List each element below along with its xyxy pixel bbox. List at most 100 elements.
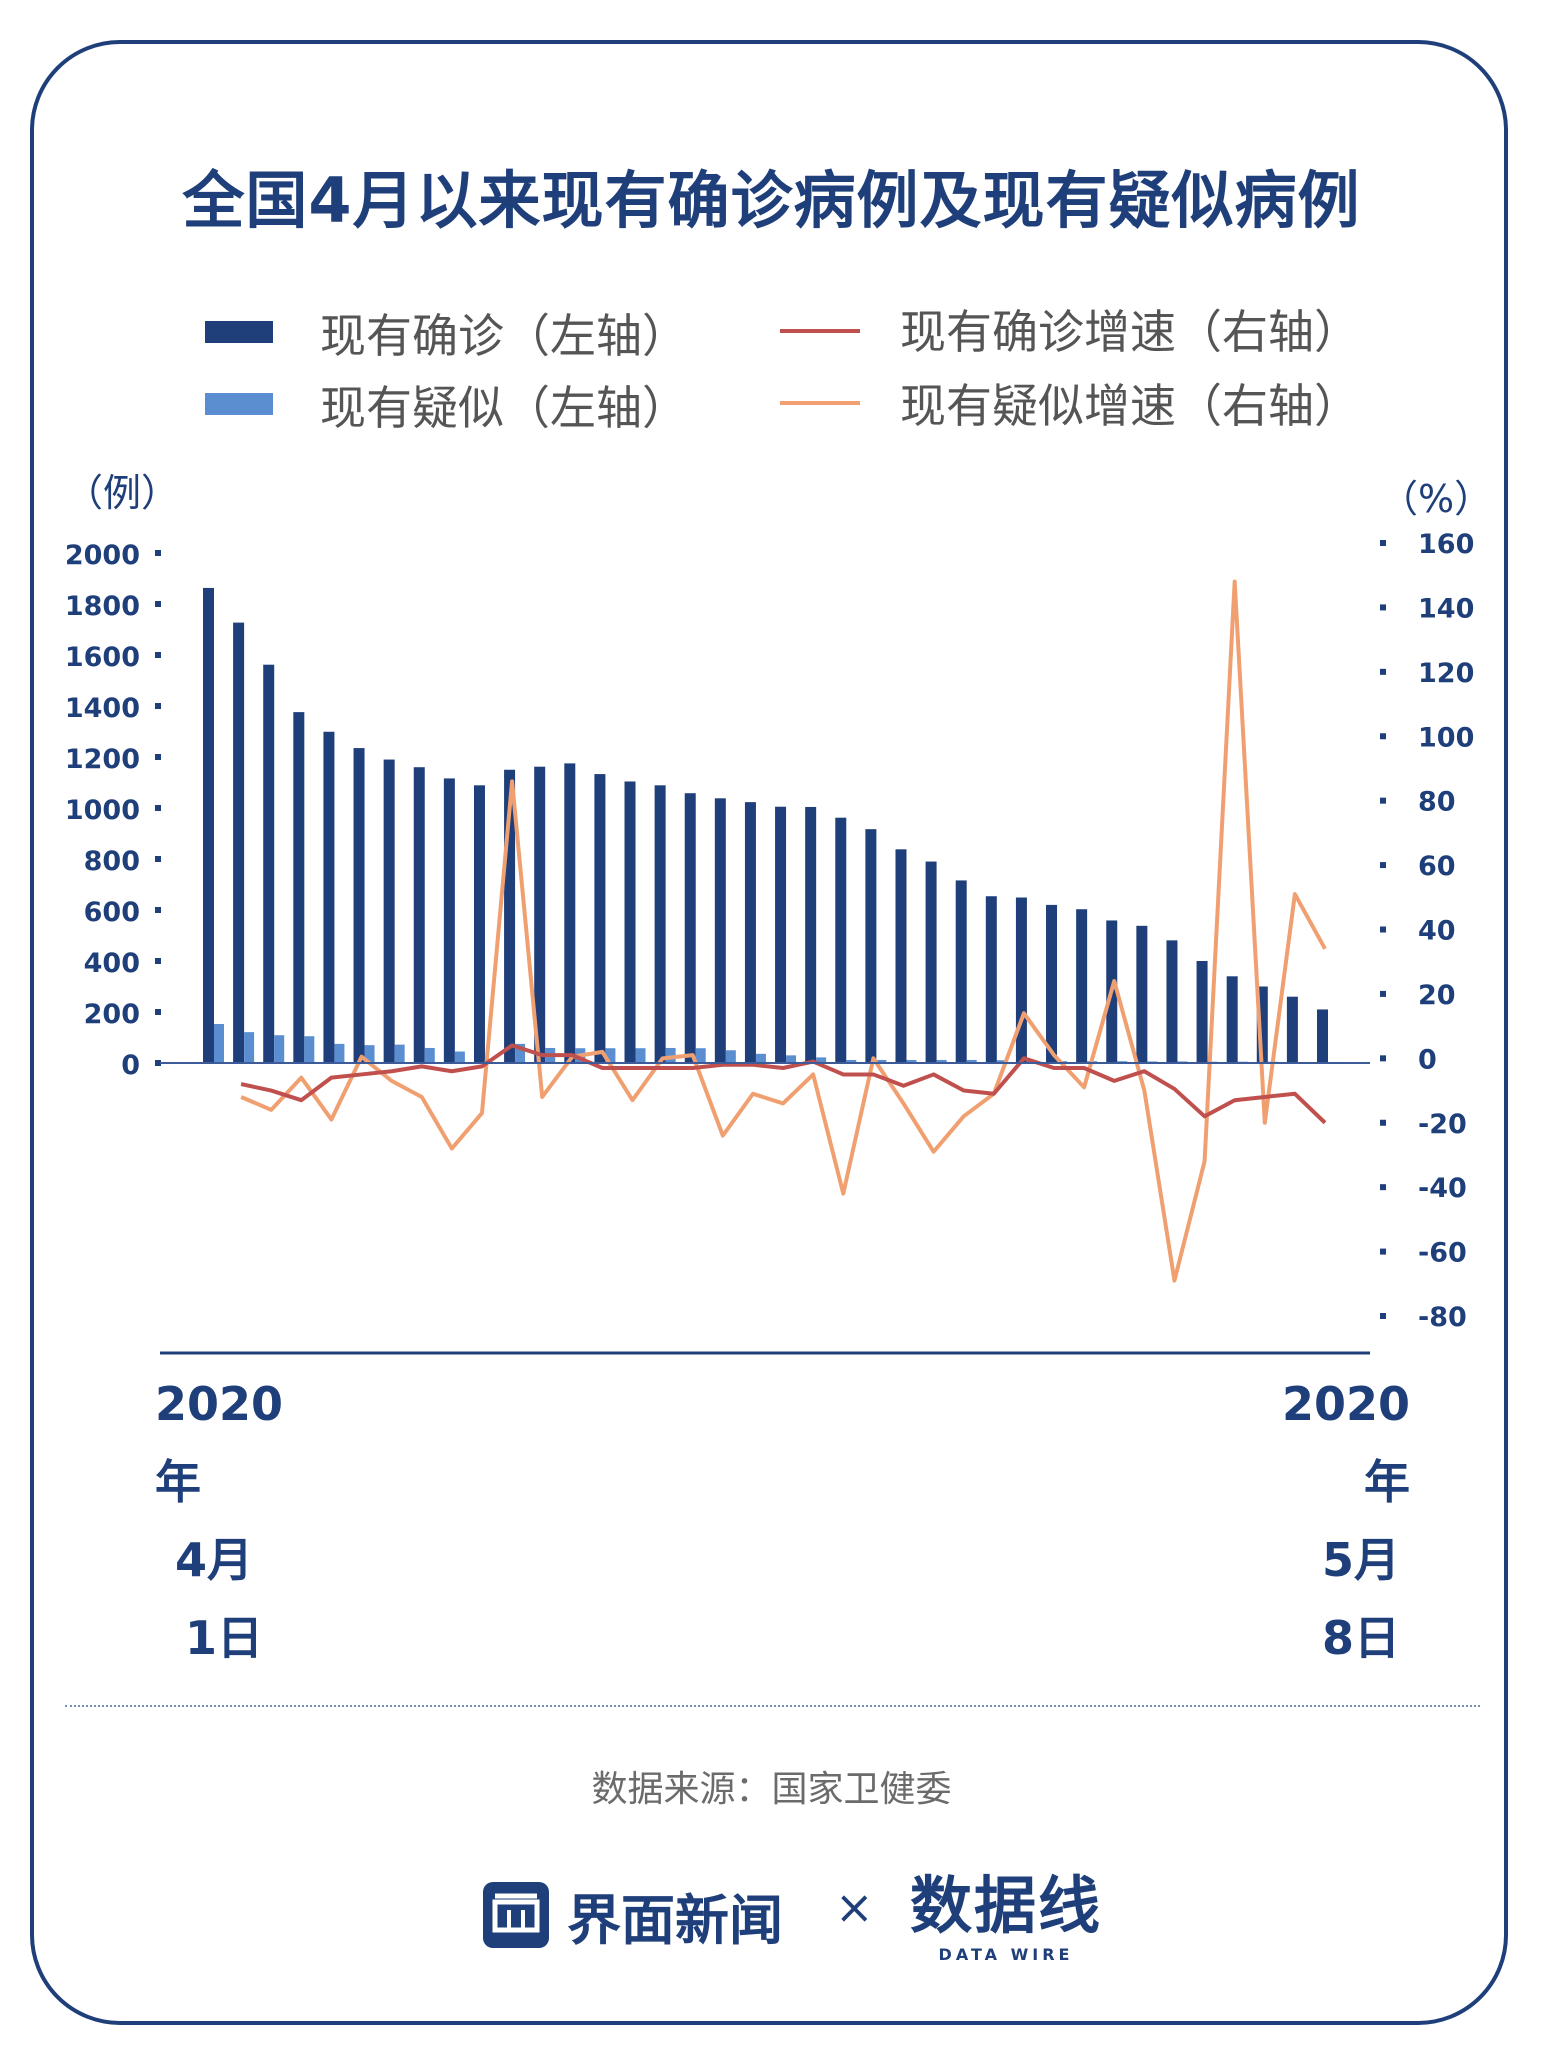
bar-series bbox=[203, 587, 1338, 1063]
end-day: 8日 bbox=[1321, 1611, 1400, 1665]
end-date-label: 2020年 5月 8日 bbox=[1265, 1365, 1410, 1677]
right-tick-label: 60 bbox=[1418, 851, 1456, 882]
left-tick-mark bbox=[155, 1009, 161, 1015]
bar-confirmed bbox=[985, 896, 997, 1063]
bar-confirmed bbox=[203, 587, 214, 1063]
line-series bbox=[240, 579, 1327, 1283]
right-tick-mark bbox=[1380, 797, 1386, 804]
bar-confirmed bbox=[684, 793, 696, 1063]
left-tick-label: 1600 bbox=[65, 642, 140, 673]
bar-confirmed bbox=[534, 766, 546, 1063]
bar-confirmed bbox=[1196, 961, 1208, 1063]
bar-confirmed bbox=[564, 763, 576, 1063]
datawire-logo-text: 数据线 bbox=[910, 1869, 1103, 1942]
right-tick-mark bbox=[1380, 733, 1386, 740]
right-tick-mark bbox=[1380, 540, 1386, 546]
left-tick-label: 1400 bbox=[65, 693, 140, 724]
left-tick-label: 2000 bbox=[65, 540, 140, 571]
bar-suspected bbox=[906, 1059, 917, 1063]
left-tick-label: 800 bbox=[84, 846, 140, 877]
footer-divider bbox=[65, 1705, 1480, 1707]
datawire-logo: 数据线 DATA WIRE bbox=[910, 1855, 1102, 1964]
bar-suspected bbox=[244, 1032, 255, 1063]
end-month: 5月 bbox=[1321, 1533, 1400, 1587]
left-tick-mark bbox=[155, 703, 161, 709]
right-tick-label: -60 bbox=[1418, 1238, 1467, 1269]
bar-confirmed bbox=[233, 622, 245, 1063]
bar-confirmed bbox=[1317, 1009, 1328, 1063]
start-date-label: 2020年 4月 1日 bbox=[155, 1365, 295, 1677]
brand-times: × bbox=[835, 1880, 874, 1934]
bar-confirmed bbox=[1015, 897, 1027, 1063]
bar-confirmed bbox=[413, 767, 425, 1063]
left-axis-unit: （例） bbox=[65, 471, 180, 515]
bar-confirmed bbox=[293, 712, 305, 1063]
left-tick-label: 200 bbox=[84, 999, 140, 1030]
bar-confirmed bbox=[504, 769, 516, 1063]
right-tick-mark bbox=[1380, 1055, 1386, 1062]
bar-suspected bbox=[996, 1060, 1007, 1063]
left-tick-label: 1800 bbox=[65, 591, 140, 622]
start-year: 2020年 bbox=[155, 1377, 284, 1509]
right-tick-mark bbox=[1380, 926, 1386, 933]
legend-label-suspected-rate: 现有疑似增速（右轴） bbox=[900, 379, 1360, 433]
left-tick-mark bbox=[155, 856, 161, 862]
bar-suspected bbox=[605, 1048, 616, 1063]
bar-confirmed bbox=[865, 829, 877, 1063]
left-tick-label: 1200 bbox=[65, 744, 140, 775]
left-tick-label: 0 bbox=[121, 1050, 140, 1081]
right-tick-label: 0 bbox=[1418, 1044, 1437, 1075]
bar-suspected bbox=[334, 1043, 345, 1063]
bar-confirmed bbox=[805, 806, 817, 1063]
bar-confirmed bbox=[955, 880, 967, 1063]
legend-swatch-suspected-rate bbox=[780, 401, 860, 405]
right-tick-mark bbox=[1380, 668, 1386, 675]
legend-label-suspected: 现有疑似（左轴） bbox=[320, 381, 688, 435]
end-year: 2020年 bbox=[1281, 1377, 1410, 1509]
bar-confirmed bbox=[473, 785, 485, 1063]
chart-title: 全国4月以来现有确诊病例及现有疑似病例 bbox=[182, 164, 1361, 237]
right-tick-mark bbox=[1380, 604, 1386, 611]
bar-confirmed bbox=[1046, 904, 1058, 1063]
left-tick-mark bbox=[155, 805, 161, 811]
right-axis-unit: （%） bbox=[1380, 477, 1493, 521]
datawire-logo-subtext: DATA WIRE bbox=[938, 1945, 1074, 1964]
bar-confirmed bbox=[443, 778, 455, 1063]
jiemian-brand-name: 界面新闻 bbox=[567, 1888, 783, 1952]
right-tick-label: 100 bbox=[1418, 722, 1474, 753]
bar-confirmed bbox=[835, 817, 847, 1063]
bar-suspected bbox=[454, 1051, 465, 1063]
bar-suspected bbox=[304, 1036, 315, 1063]
line-confirmed-rate bbox=[240, 1043, 1327, 1125]
bar-suspected bbox=[966, 1059, 977, 1063]
bar-suspected bbox=[936, 1059, 947, 1063]
data-source: 数据来源：国家卫健委 bbox=[591, 1769, 952, 1810]
start-day: 1日 bbox=[185, 1611, 264, 1665]
bar-suspected bbox=[515, 1043, 526, 1063]
bar-suspected bbox=[214, 1023, 224, 1063]
bar-suspected bbox=[876, 1059, 887, 1063]
line-suspected-rate bbox=[240, 579, 1327, 1283]
right-tick-label: -20 bbox=[1418, 1109, 1467, 1140]
card-frame bbox=[30, 40, 1508, 2025]
left-tick-label: 1000 bbox=[65, 795, 140, 826]
bar-confirmed bbox=[1256, 986, 1268, 1063]
left-tick-mark bbox=[155, 550, 161, 556]
right-tick-label: 20 bbox=[1418, 980, 1456, 1011]
bar-suspected bbox=[695, 1048, 706, 1063]
right-tick-mark bbox=[1380, 1184, 1386, 1191]
right-tick-label: 140 bbox=[1418, 593, 1474, 624]
bar-confirmed bbox=[654, 785, 666, 1063]
right-tick-label: 80 bbox=[1418, 787, 1456, 818]
bar-suspected bbox=[635, 1048, 646, 1063]
right-tick-label: -80 bbox=[1418, 1302, 1467, 1333]
left-tick-mark bbox=[155, 652, 161, 658]
right-tick-label: -40 bbox=[1418, 1173, 1467, 1204]
legend-label-confirmed: 现有确诊（左轴） bbox=[320, 309, 688, 363]
bar-suspected bbox=[364, 1045, 375, 1063]
right-tick-label: 160 bbox=[1418, 529, 1474, 560]
left-tick-label: 600 bbox=[84, 897, 140, 928]
bar-suspected bbox=[755, 1053, 766, 1063]
legend-swatch-confirmed bbox=[205, 321, 273, 343]
